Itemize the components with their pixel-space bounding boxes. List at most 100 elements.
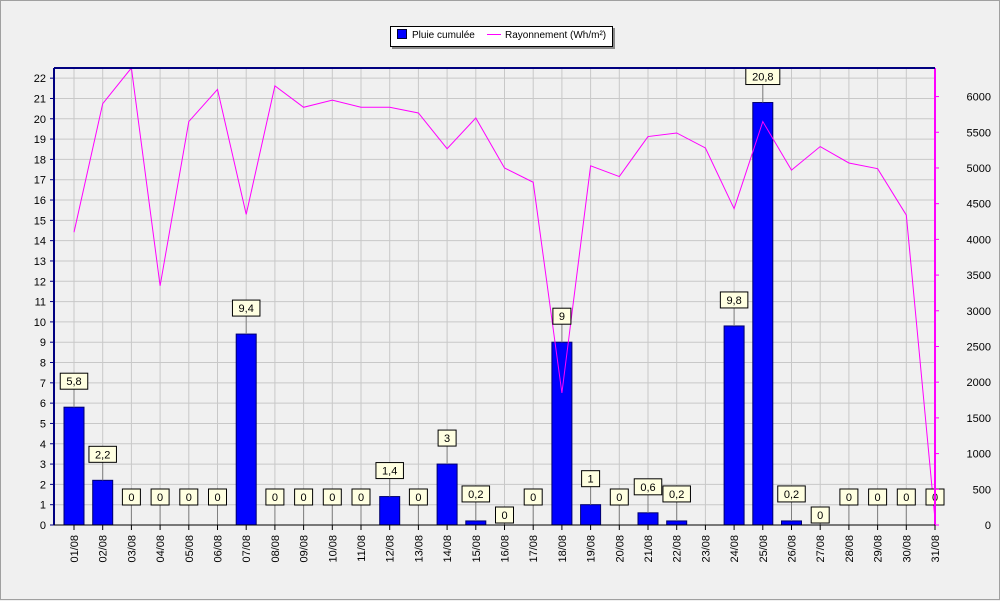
bar-label-text: 0 [903, 492, 909, 504]
legend-swatch-rain [397, 29, 407, 40]
right-axis-ticks: 0 500 1000 1500 2000 2500 3000 3500 4000 4500 5000… [935, 92, 991, 532]
bar-label-box [552, 307, 572, 325]
bar-label-text: 0 [501, 510, 507, 522]
left-tick-label: 19 [34, 134, 46, 146]
left-tick-label: 16 [34, 195, 46, 207]
right-tick-label: 3000 [967, 306, 991, 318]
bar-label-text: 0 [530, 492, 536, 504]
bar-label-box [896, 488, 916, 506]
rain-bar [752, 102, 774, 526]
bar-label-text: 9 [559, 311, 565, 323]
bar-label-text: 9,8 [726, 295, 741, 307]
rain-bar [465, 520, 487, 526]
bar-label-text: 0,2 [784, 489, 799, 501]
left-tick-label: 14 [34, 236, 46, 248]
bar-label-text: 0,2 [468, 489, 483, 501]
x-tick-label: 21/08 [643, 535, 655, 563]
bar-label-text: 0 [301, 492, 307, 504]
left-tick-label: 12 [34, 276, 46, 288]
left-tick-label: 18 [34, 154, 46, 166]
bar-label: 0 [609, 488, 629, 525]
bar-label-text: 5,8 [66, 376, 81, 388]
bar-label-text: 2,2 [95, 449, 110, 461]
bar-label-text: 0,6 [640, 482, 655, 494]
bar-label-text: 9,4 [239, 303, 254, 315]
bar-label-box [581, 470, 601, 488]
left-tick-label: 17 [34, 175, 46, 187]
bar-label: 9 [552, 307, 572, 343]
right-tick-label: 0 [985, 520, 991, 532]
bar-label: 0 [322, 488, 342, 525]
x-tick-label: 13/08 [413, 535, 425, 563]
bar-label-box [437, 429, 457, 447]
bar-label: 0 [150, 488, 170, 525]
right-tick-label: 6000 [967, 92, 991, 104]
left-tick-label: 6 [40, 398, 46, 410]
left-tick-label: 7 [40, 378, 46, 390]
bar-label: 0 [265, 488, 285, 525]
x-tick-label: 23/08 [700, 535, 712, 563]
bar-label-text: 0 [415, 492, 421, 504]
x-tick-label: 28/08 [844, 535, 856, 563]
bar-label: 1,4 [375, 462, 404, 497]
bar-label-text: 0 [128, 492, 134, 504]
rain-bar [666, 520, 688, 526]
rain-bars [63, 102, 802, 526]
bar-label-box [88, 445, 117, 463]
bar-label: 0 [121, 488, 141, 525]
x-tick-label: 30/08 [901, 535, 913, 563]
left-tick-label: 2 [40, 479, 46, 491]
bar-label-box [265, 488, 285, 506]
right-tick-label: 5500 [967, 127, 991, 139]
bar-label-text: 0 [616, 492, 622, 504]
x-tick-label: 27/08 [815, 535, 827, 563]
radiation-line [73, 66, 936, 520]
left-tick-label: 13 [34, 256, 46, 268]
bar-label-text: 3 [444, 433, 450, 445]
bar-label-text: 0 [157, 492, 163, 504]
rain-bar [637, 512, 659, 526]
axes [53, 67, 936, 526]
right-tick-label: 500 [973, 484, 991, 496]
left-tick-label: 21 [34, 93, 46, 105]
left-tick-label: 9 [40, 337, 46, 349]
right-tick-label: 4000 [967, 234, 991, 246]
bar-label: 0,2 [461, 485, 491, 521]
left-tick-label: 20 [34, 114, 46, 126]
bar-label-box [179, 488, 199, 506]
x-tick-label: 12/08 [385, 535, 397, 563]
bar-label-box [351, 488, 371, 506]
x-tick-label: 31/08 [930, 535, 942, 563]
left-tick-label: 0 [40, 520, 46, 532]
bar-label: 0 [179, 488, 199, 525]
bar-label: 0 [408, 488, 428, 525]
bar-value-labels: 5,8 2,2 0 0 0 0 9,4 0 0 0 0 1,4 0 3 0,2 0 0 9 1 0 0,6 0,2 9,8 2… [59, 68, 945, 525]
x-tick-label: 11/08 [356, 535, 368, 562]
x-tick-label: 03/08 [126, 535, 138, 563]
left-tick-label: 3 [40, 459, 46, 471]
rain-bar [92, 479, 114, 526]
legend-label-rain: Pluie cumulée [412, 30, 475, 41]
legend: Pluie cumulée Rayonnement (Wh/m²) [390, 26, 613, 47]
bar-label-box [719, 291, 749, 309]
bar-label-box [231, 299, 261, 317]
bar-label-box [59, 372, 89, 390]
legend-item-radiation: Rayonnement (Wh/m²) [487, 30, 606, 42]
legend-item-rain: Pluie cumulée [397, 29, 475, 42]
plot-area [54, 68, 935, 525]
x-tick-label: 05/08 [184, 535, 196, 563]
bar-label-text: 0 [358, 492, 364, 504]
x-tick-label: 22/08 [672, 535, 684, 563]
bar-label-text: 0 [214, 492, 220, 504]
bar-label-text: 0 [817, 510, 823, 522]
legend-label-radiation: Rayonnement (Wh/m²) [505, 30, 607, 41]
x-tick-label: 16/08 [500, 535, 512, 563]
rain-bar [63, 406, 85, 526]
grid [54, 68, 936, 526]
bar-label: 1 [581, 470, 601, 505]
bar-label-text: 0,2 [669, 489, 684, 501]
x-axis-ticks: 01/08 02/08 03/08 04/08 05/08 06/08 07/08 08/08… [69, 525, 942, 563]
left-tick-label: 10 [34, 317, 46, 329]
